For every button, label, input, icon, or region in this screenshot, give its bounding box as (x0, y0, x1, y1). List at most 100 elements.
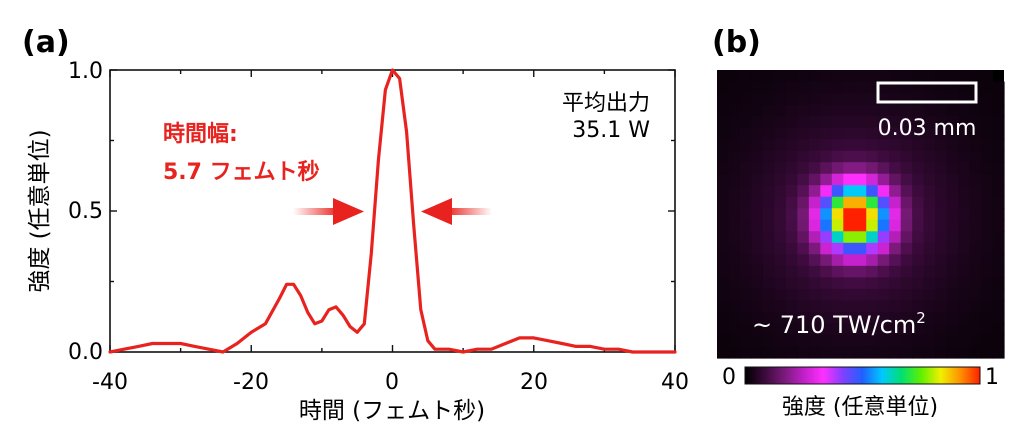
heatmap-cell (958, 311, 971, 325)
heatmap-cell (820, 70, 833, 83)
heatmap-cell (912, 254, 925, 267)
heatmap-cell (866, 219, 879, 232)
heatmap-cell (854, 277, 867, 290)
heatmap-cell (751, 346, 764, 359)
heatmap-cell (785, 300, 798, 313)
heatmap-cell (843, 323, 856, 336)
heatmap-cell (785, 219, 798, 232)
heatmap-cell (843, 277, 856, 290)
heatmap-cell (958, 242, 971, 255)
heatmap-cell (900, 104, 913, 117)
heatmap-cell (843, 288, 856, 301)
heatmap-cell (958, 173, 971, 186)
heatmap-cell (785, 346, 798, 359)
heatmap-cell (935, 139, 948, 152)
heatmap-cell (958, 185, 971, 198)
heatmap-cell (923, 208, 936, 221)
heatmap-cell (946, 265, 959, 278)
heatmap-cell (981, 346, 994, 359)
heatmap-cell (935, 231, 948, 244)
heatmap-cell (912, 288, 925, 301)
heatmap-cell (912, 70, 925, 83)
heatmap-cell (739, 300, 753, 313)
heatmap-cell (912, 173, 925, 186)
heatmap-cell (958, 323, 971, 336)
heatmap-cell (717, 81, 730, 94)
heatmap-cell (866, 93, 879, 106)
heatmap-cell (923, 346, 936, 359)
heatmap-cell (739, 346, 753, 359)
heatmap-cell (923, 323, 936, 336)
heatmap-cell (808, 70, 821, 83)
heatmap-cell (717, 208, 730, 221)
heatmap-cell (900, 231, 913, 244)
heatmap-cell (969, 104, 982, 117)
heatmap-cell (785, 208, 798, 221)
heatmap-cell (785, 265, 798, 278)
heatmap-cell (717, 173, 730, 186)
heatmap-cell (739, 254, 753, 267)
heatmap-cell (923, 139, 936, 152)
heatmap-cell (912, 277, 925, 290)
heatmap-cell (981, 265, 994, 278)
heatmap-cell (992, 208, 1005, 221)
heatmap-cell (992, 311, 1005, 325)
heatmap-cell (969, 277, 982, 290)
heatmap-cell (820, 334, 833, 348)
heatmap-cell (774, 116, 787, 129)
heatmap-cell (739, 265, 753, 278)
heatmap-cell (889, 70, 902, 83)
heatmap-cell (808, 311, 821, 325)
heatmap-cell (751, 185, 764, 198)
heatmap-cell (969, 150, 982, 163)
heatmap-cell (728, 127, 741, 140)
heatmap-cell (981, 116, 994, 129)
heatmap-cell (831, 265, 844, 278)
heatmap-cell (912, 300, 925, 313)
heatmap-cell (843, 93, 856, 106)
peak-intensity-label: ~ 710 TW/cm2 (752, 309, 926, 339)
heatmap-cell (900, 300, 913, 313)
heatmap-cell (820, 288, 833, 301)
heatmap-cell (946, 208, 959, 221)
heatmap-cell (717, 116, 730, 129)
peak-intensity-superscript: 2 (916, 309, 926, 327)
heatmap-cell (969, 185, 982, 198)
heatmap-cell (946, 346, 959, 359)
heatmap-cell (739, 231, 753, 244)
heatmap-cell (831, 288, 844, 301)
heatmap-cell (854, 81, 867, 94)
heatmap-cell (831, 346, 844, 359)
heatmap-cell (981, 208, 994, 221)
heatmap-cell (900, 185, 913, 198)
heatmap-cell (774, 334, 787, 348)
heatmap-cell (866, 70, 879, 83)
heatmap-cell (889, 277, 902, 290)
heatmap-cell (958, 70, 971, 83)
heatmap-cell (797, 150, 810, 163)
heatmap-cell (717, 311, 730, 325)
heatmap-cell (958, 254, 971, 267)
heatmap-cell (797, 254, 810, 267)
heatmap-cell (877, 173, 890, 186)
heatmap-cell (912, 242, 925, 255)
heatmap-cell (912, 150, 925, 163)
heatmap-cell (751, 93, 764, 106)
heatmap-cell (923, 104, 936, 117)
heatmap-cell (774, 311, 787, 325)
heatmap-cell (820, 173, 833, 186)
heatmap-cell (728, 81, 741, 94)
heatmap-cell (935, 346, 948, 359)
heatmap-cell (877, 127, 890, 140)
heatmap-cell (969, 173, 982, 186)
heatmap-cell (774, 219, 787, 232)
heatmap-cell (912, 346, 925, 359)
heatmap-cell (854, 288, 867, 301)
heatmap-cell (877, 104, 890, 117)
heatmap-cell (774, 323, 787, 336)
heatmap-cell (717, 185, 730, 198)
heatmap-cell (981, 277, 994, 290)
heatmap-cell (774, 277, 787, 290)
heatmap-cell (843, 116, 856, 129)
heatmap-cell (739, 323, 753, 336)
